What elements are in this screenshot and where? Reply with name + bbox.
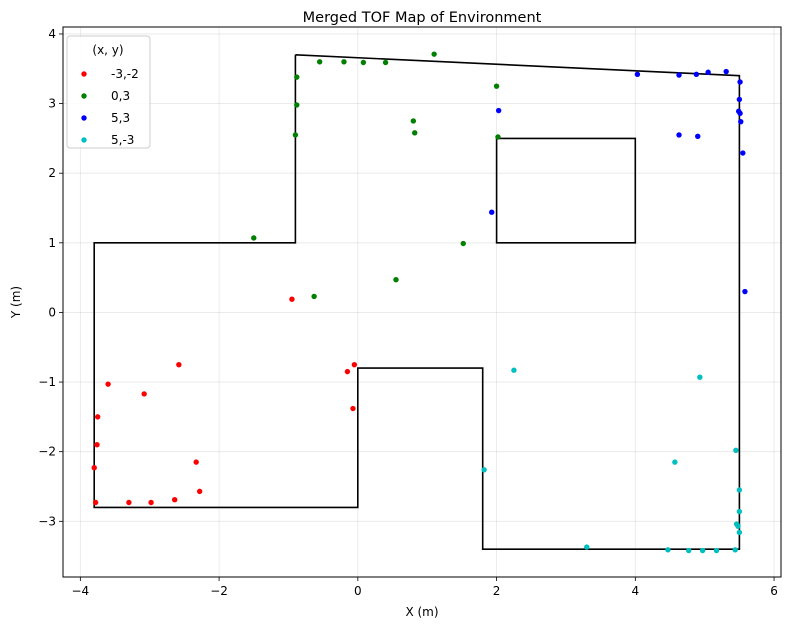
data-point-series-3 xyxy=(686,547,692,554)
y-tick-label: −3 xyxy=(38,514,56,528)
data-point-series-3 xyxy=(736,508,743,515)
data-point-series-1 xyxy=(460,240,466,247)
data-point-series-0 xyxy=(126,499,132,506)
data-point-series-3 xyxy=(736,529,743,536)
y-tick-label: 2 xyxy=(48,166,56,180)
data-point-series-2 xyxy=(676,72,682,78)
data-point-series-0 xyxy=(193,459,199,465)
data-point-series-3 xyxy=(672,459,678,465)
data-point-series-1 xyxy=(294,74,300,80)
data-point-series-3 xyxy=(511,367,517,373)
legend-marker-3 xyxy=(81,137,87,143)
data-point-series-0 xyxy=(350,405,356,412)
map-outline xyxy=(93,54,741,551)
data-point-series-1 xyxy=(410,118,417,124)
data-point-series-3 xyxy=(665,547,671,553)
data-point-series-2 xyxy=(736,96,743,103)
data-point-series-0 xyxy=(91,464,97,471)
data-point-series-3 xyxy=(584,544,590,550)
plot-frame xyxy=(62,26,782,578)
data-point-series-0 xyxy=(94,414,101,420)
data-point-series-2 xyxy=(742,288,748,295)
data-point-series-1 xyxy=(431,51,437,57)
y-tick-label: −1 xyxy=(38,375,56,389)
data-point-series-0 xyxy=(171,497,178,503)
data-point-series-2 xyxy=(695,133,701,140)
legend-marker-0 xyxy=(81,71,87,77)
data-point-series-0 xyxy=(92,499,99,506)
legend-label-2: 5,3 xyxy=(111,111,130,125)
y-tick-label: 1 xyxy=(48,236,56,250)
x-tick-label: 0 xyxy=(354,584,362,598)
x-tick-label: −4 xyxy=(71,584,89,598)
x-axis-label: X (m) xyxy=(405,605,438,619)
data-points xyxy=(91,51,748,554)
data-point-series-3 xyxy=(699,547,706,554)
data-point-series-1 xyxy=(393,277,399,283)
data-point-series-2 xyxy=(634,71,641,78)
data-point-series-1 xyxy=(493,83,500,89)
data-point-series-1 xyxy=(341,59,347,65)
data-point-series-3 xyxy=(697,374,703,380)
data-point-series-3 xyxy=(736,487,743,493)
data-point-series-2 xyxy=(489,209,495,215)
data-point-series-0 xyxy=(351,361,358,368)
legend-label-3: 5,-3 xyxy=(111,133,134,147)
legend: (x, y) -3,-2 0,3 5,3 5,-3 xyxy=(66,35,151,149)
data-point-series-2 xyxy=(723,68,729,75)
data-point-series-1 xyxy=(412,130,418,136)
y-axis-label: Y (m) xyxy=(9,286,23,319)
legend-box xyxy=(66,35,151,149)
plot-area-background xyxy=(63,27,781,577)
data-point-series-2 xyxy=(705,69,711,75)
legend-label-0: -3,-2 xyxy=(111,67,139,81)
data-point-series-0 xyxy=(141,391,147,397)
y-tick-label: 0 xyxy=(48,305,56,319)
outer-wall xyxy=(93,54,741,551)
y-tick-label: 3 xyxy=(48,97,56,111)
inner-obstacle xyxy=(495,137,637,244)
x-tick-label: −2 xyxy=(210,584,228,598)
legend-title: (x, y) xyxy=(92,43,123,57)
data-point-series-0 xyxy=(176,361,182,368)
data-point-series-3 xyxy=(732,547,738,553)
axis-ticks: −4 −2 0 2 4 6 −3 −2 −1 0 1 2 3 4 xyxy=(38,27,778,598)
chart-title: Merged TOF Map of Environment xyxy=(303,10,542,26)
data-point-series-3 xyxy=(481,467,487,473)
data-point-series-0 xyxy=(94,442,100,448)
data-point-series-2 xyxy=(738,118,744,125)
data-point-series-1 xyxy=(251,235,257,241)
data-point-series-0 xyxy=(196,488,203,495)
data-point-series-1 xyxy=(292,132,299,138)
data-point-series-2 xyxy=(740,150,746,156)
legend-label-1: 0,3 xyxy=(111,89,130,103)
data-point-series-1 xyxy=(495,134,501,140)
data-point-series-2 xyxy=(737,110,743,117)
data-point-series-0 xyxy=(105,381,111,387)
data-point-series-0 xyxy=(289,296,295,302)
data-point-series-2 xyxy=(737,79,743,85)
legend-marker-2 xyxy=(81,115,87,121)
data-point-series-1 xyxy=(294,102,300,108)
data-point-series-3 xyxy=(735,523,741,529)
data-point-series-1 xyxy=(316,59,323,65)
y-tick-label: −2 xyxy=(38,445,56,459)
data-point-series-0 xyxy=(344,368,351,375)
data-point-series-1 xyxy=(311,293,317,300)
data-point-series-1 xyxy=(360,59,367,66)
data-point-series-2 xyxy=(676,132,682,138)
x-tick-label: 6 xyxy=(770,584,778,598)
legend-marker-1 xyxy=(81,93,87,99)
data-point-series-3 xyxy=(713,547,720,554)
y-tick-label: 4 xyxy=(48,27,56,41)
data-point-series-3 xyxy=(733,447,739,453)
data-point-series-0 xyxy=(148,499,154,506)
x-tick-label: 4 xyxy=(631,584,639,598)
data-point-series-2 xyxy=(495,107,502,114)
data-point-series-2 xyxy=(693,71,700,78)
x-tick-label: 2 xyxy=(493,584,501,598)
data-point-series-1 xyxy=(382,59,389,66)
